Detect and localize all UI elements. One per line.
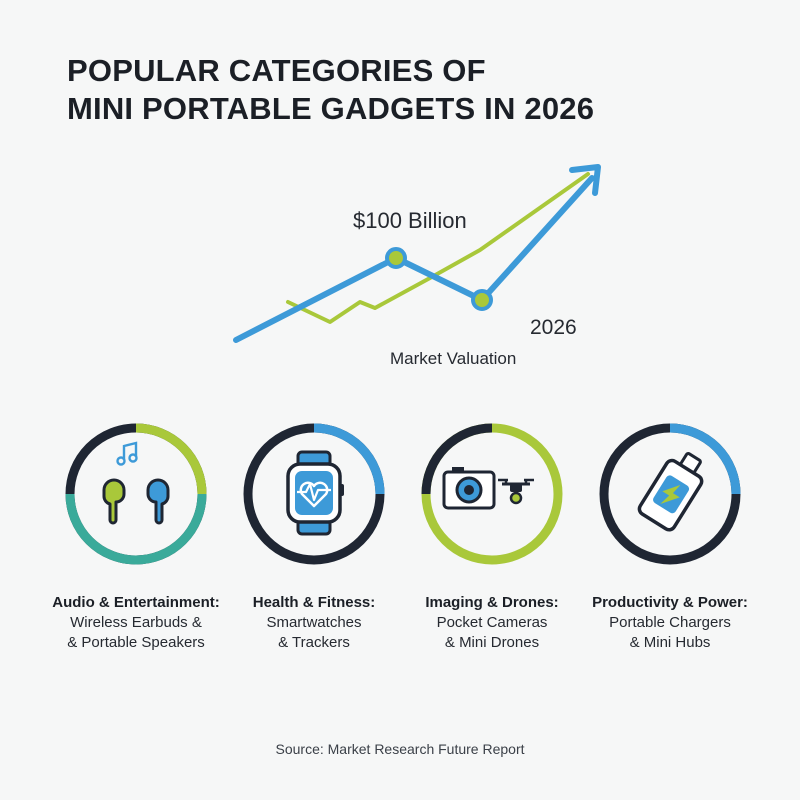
category-line: Smartwatches xyxy=(266,614,362,631)
dip-marker xyxy=(471,289,493,311)
category-line: & Trackers xyxy=(278,634,350,651)
category-line: Pocket Cameras xyxy=(436,614,548,631)
page-title: POPULAR CATEGORIES OF MINI PORTABLE GADG… xyxy=(67,52,594,128)
power-bank-icon xyxy=(637,452,704,532)
green-trend-line xyxy=(286,172,590,324)
category-title: Health & Fitness: xyxy=(252,594,376,611)
imaging-category-ring xyxy=(418,420,566,568)
health-category-ring xyxy=(240,420,388,568)
audio-category-caption: Audio & Entertainment: Wireless Earbuds … xyxy=(26,594,246,651)
trend-graphic xyxy=(233,164,601,343)
title-line-2: MINI PORTABLE GADGETS IN 2026 xyxy=(67,91,595,126)
smartwatch-heart-icon xyxy=(286,450,344,536)
health-category-caption: Health & Fitness: Smartwatches & Tracker… xyxy=(204,594,424,651)
category-line: Portable Chargers xyxy=(609,614,731,631)
category-title: Imaging & Drones: xyxy=(425,594,559,611)
source-note: Source: Market Research Future Report xyxy=(275,741,525,757)
category-line: & Portable Speakers xyxy=(67,634,205,651)
audio-category-ring xyxy=(62,420,210,568)
category-line: Wireless Earbuds & xyxy=(70,614,202,631)
metric-label: Market Valuation xyxy=(390,349,517,368)
title-line-1: POPULAR CATEGORIES OF xyxy=(67,53,486,88)
earbuds-music-icon xyxy=(102,441,170,525)
camera-drone-icon xyxy=(442,467,534,510)
year-label: 2026 xyxy=(530,316,577,339)
peak-marker xyxy=(385,247,407,269)
blue-trend-line xyxy=(233,175,595,343)
category-line: & Mini Drones xyxy=(444,634,540,651)
valuation-value-label: $100 Billion xyxy=(353,208,467,233)
imaging-category-caption: Imaging & Drones: Pocket Cameras & Mini … xyxy=(382,594,602,651)
category-title: Audio & Entertainment: xyxy=(52,594,220,611)
productivity-category-ring xyxy=(596,420,744,568)
productivity-category-caption: Productivity & Power: Portable Chargers … xyxy=(560,594,780,651)
category-line: & Mini Hubs xyxy=(629,634,711,651)
category-title: Productivity & Power: xyxy=(592,594,748,611)
arrow-head-icon xyxy=(569,164,601,196)
